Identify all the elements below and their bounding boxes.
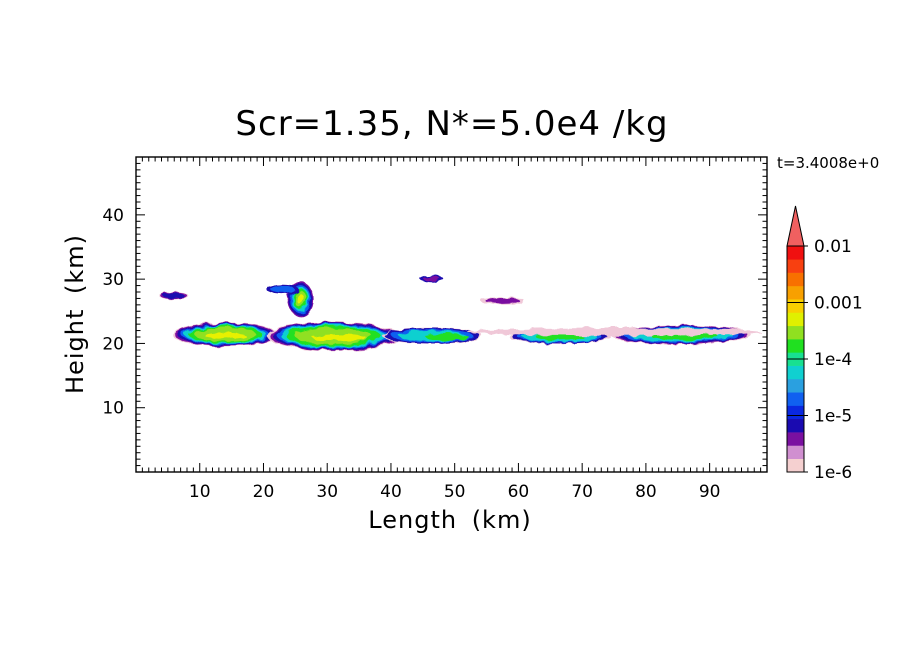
- contour-band-east: [382, 327, 483, 344]
- y-tick-label: 20: [102, 334, 124, 354]
- x-tick-label: 90: [699, 482, 721, 502]
- contour-field: [158, 275, 761, 351]
- contour-band-west-layer-7: [204, 332, 246, 339]
- colorbar-swatch: [787, 365, 804, 380]
- contour-patch-west-layer-2: [162, 292, 185, 299]
- contour-tower: [287, 281, 314, 317]
- colorbar-swatch: [787, 445, 804, 460]
- colorbar-swatch: [787, 246, 804, 260]
- colorbar-swatch: [787, 405, 804, 420]
- x-tick-label: 80: [635, 482, 657, 502]
- contour-patch-mid-layer-1: [485, 297, 520, 304]
- x-tick-label: 60: [508, 482, 530, 502]
- contour-patch-mid: [480, 296, 525, 305]
- y-tick-label: 30: [102, 270, 124, 290]
- colorbar-swatch: [787, 299, 804, 313]
- contour-tower-cap-layer-1: [270, 285, 295, 294]
- colorbar-swatch: [787, 432, 804, 446]
- colorbar-swatch: [787, 259, 804, 273]
- colorbar-swatch: [787, 272, 804, 287]
- colorbar-tick-label: 1e-4: [814, 350, 852, 370]
- contour-band-central: [267, 321, 400, 351]
- colorbar-swatch: [787, 458, 804, 473]
- contour-patch-west: [158, 291, 189, 300]
- colorbar-swatch: [787, 325, 804, 340]
- contour-tower-layer-6: [296, 293, 305, 305]
- x-tick-label: 40: [380, 482, 402, 502]
- contour-band-central-layer-7: [313, 334, 367, 342]
- contour-streak-layer-0: [467, 328, 761, 336]
- y-tick-label: 40: [102, 206, 124, 226]
- time-label: t=3.4008e+0: [777, 154, 880, 172]
- colorbar-swatch: [787, 378, 804, 393]
- x-tick-label: 70: [571, 482, 593, 502]
- colorbar-swatch: [787, 392, 804, 406]
- colorbar-tick-label: 1e-6: [814, 463, 852, 483]
- colorbar-swatch: [787, 312, 804, 327]
- y-tick-label: 10: [102, 399, 124, 419]
- x-tick-label: 10: [189, 482, 211, 502]
- x-tick-label: 50: [444, 482, 466, 502]
- contour-patch-high-layer-1: [423, 276, 440, 281]
- axes: 10 20 30 40 50 60 70 80 90 10 20 30 40: [102, 156, 768, 502]
- contour-tower-cap: [266, 284, 299, 295]
- contour-band-east-layer-4: [425, 333, 469, 340]
- contour-patch-high: [419, 275, 444, 282]
- contour-streak: [467, 328, 761, 336]
- colorbar-swatch: [787, 418, 804, 433]
- colorbar-tick-label: 1e-5: [814, 407, 852, 427]
- colorbar-tick-label: 0.001: [814, 294, 863, 314]
- colorbar: 0.01 0.001 1e-4 1e-5 1e-6: [786, 205, 863, 483]
- contour-band-west: [172, 322, 279, 347]
- colorbar-swatch: [787, 339, 804, 353]
- colorbar-extend-arrow: [786, 205, 805, 247]
- x-tick-label: 20: [253, 482, 275, 502]
- colorbar-swatch: [787, 285, 804, 300]
- plot-frame: [135, 156, 768, 473]
- colorbar-tick-label: 0.01: [814, 237, 852, 257]
- x-axis-label: Length (km): [368, 506, 532, 534]
- x-tick-label: 30: [316, 482, 338, 502]
- chart-title: Scr=1.35, N*=5.0e4 /kg: [235, 104, 669, 144]
